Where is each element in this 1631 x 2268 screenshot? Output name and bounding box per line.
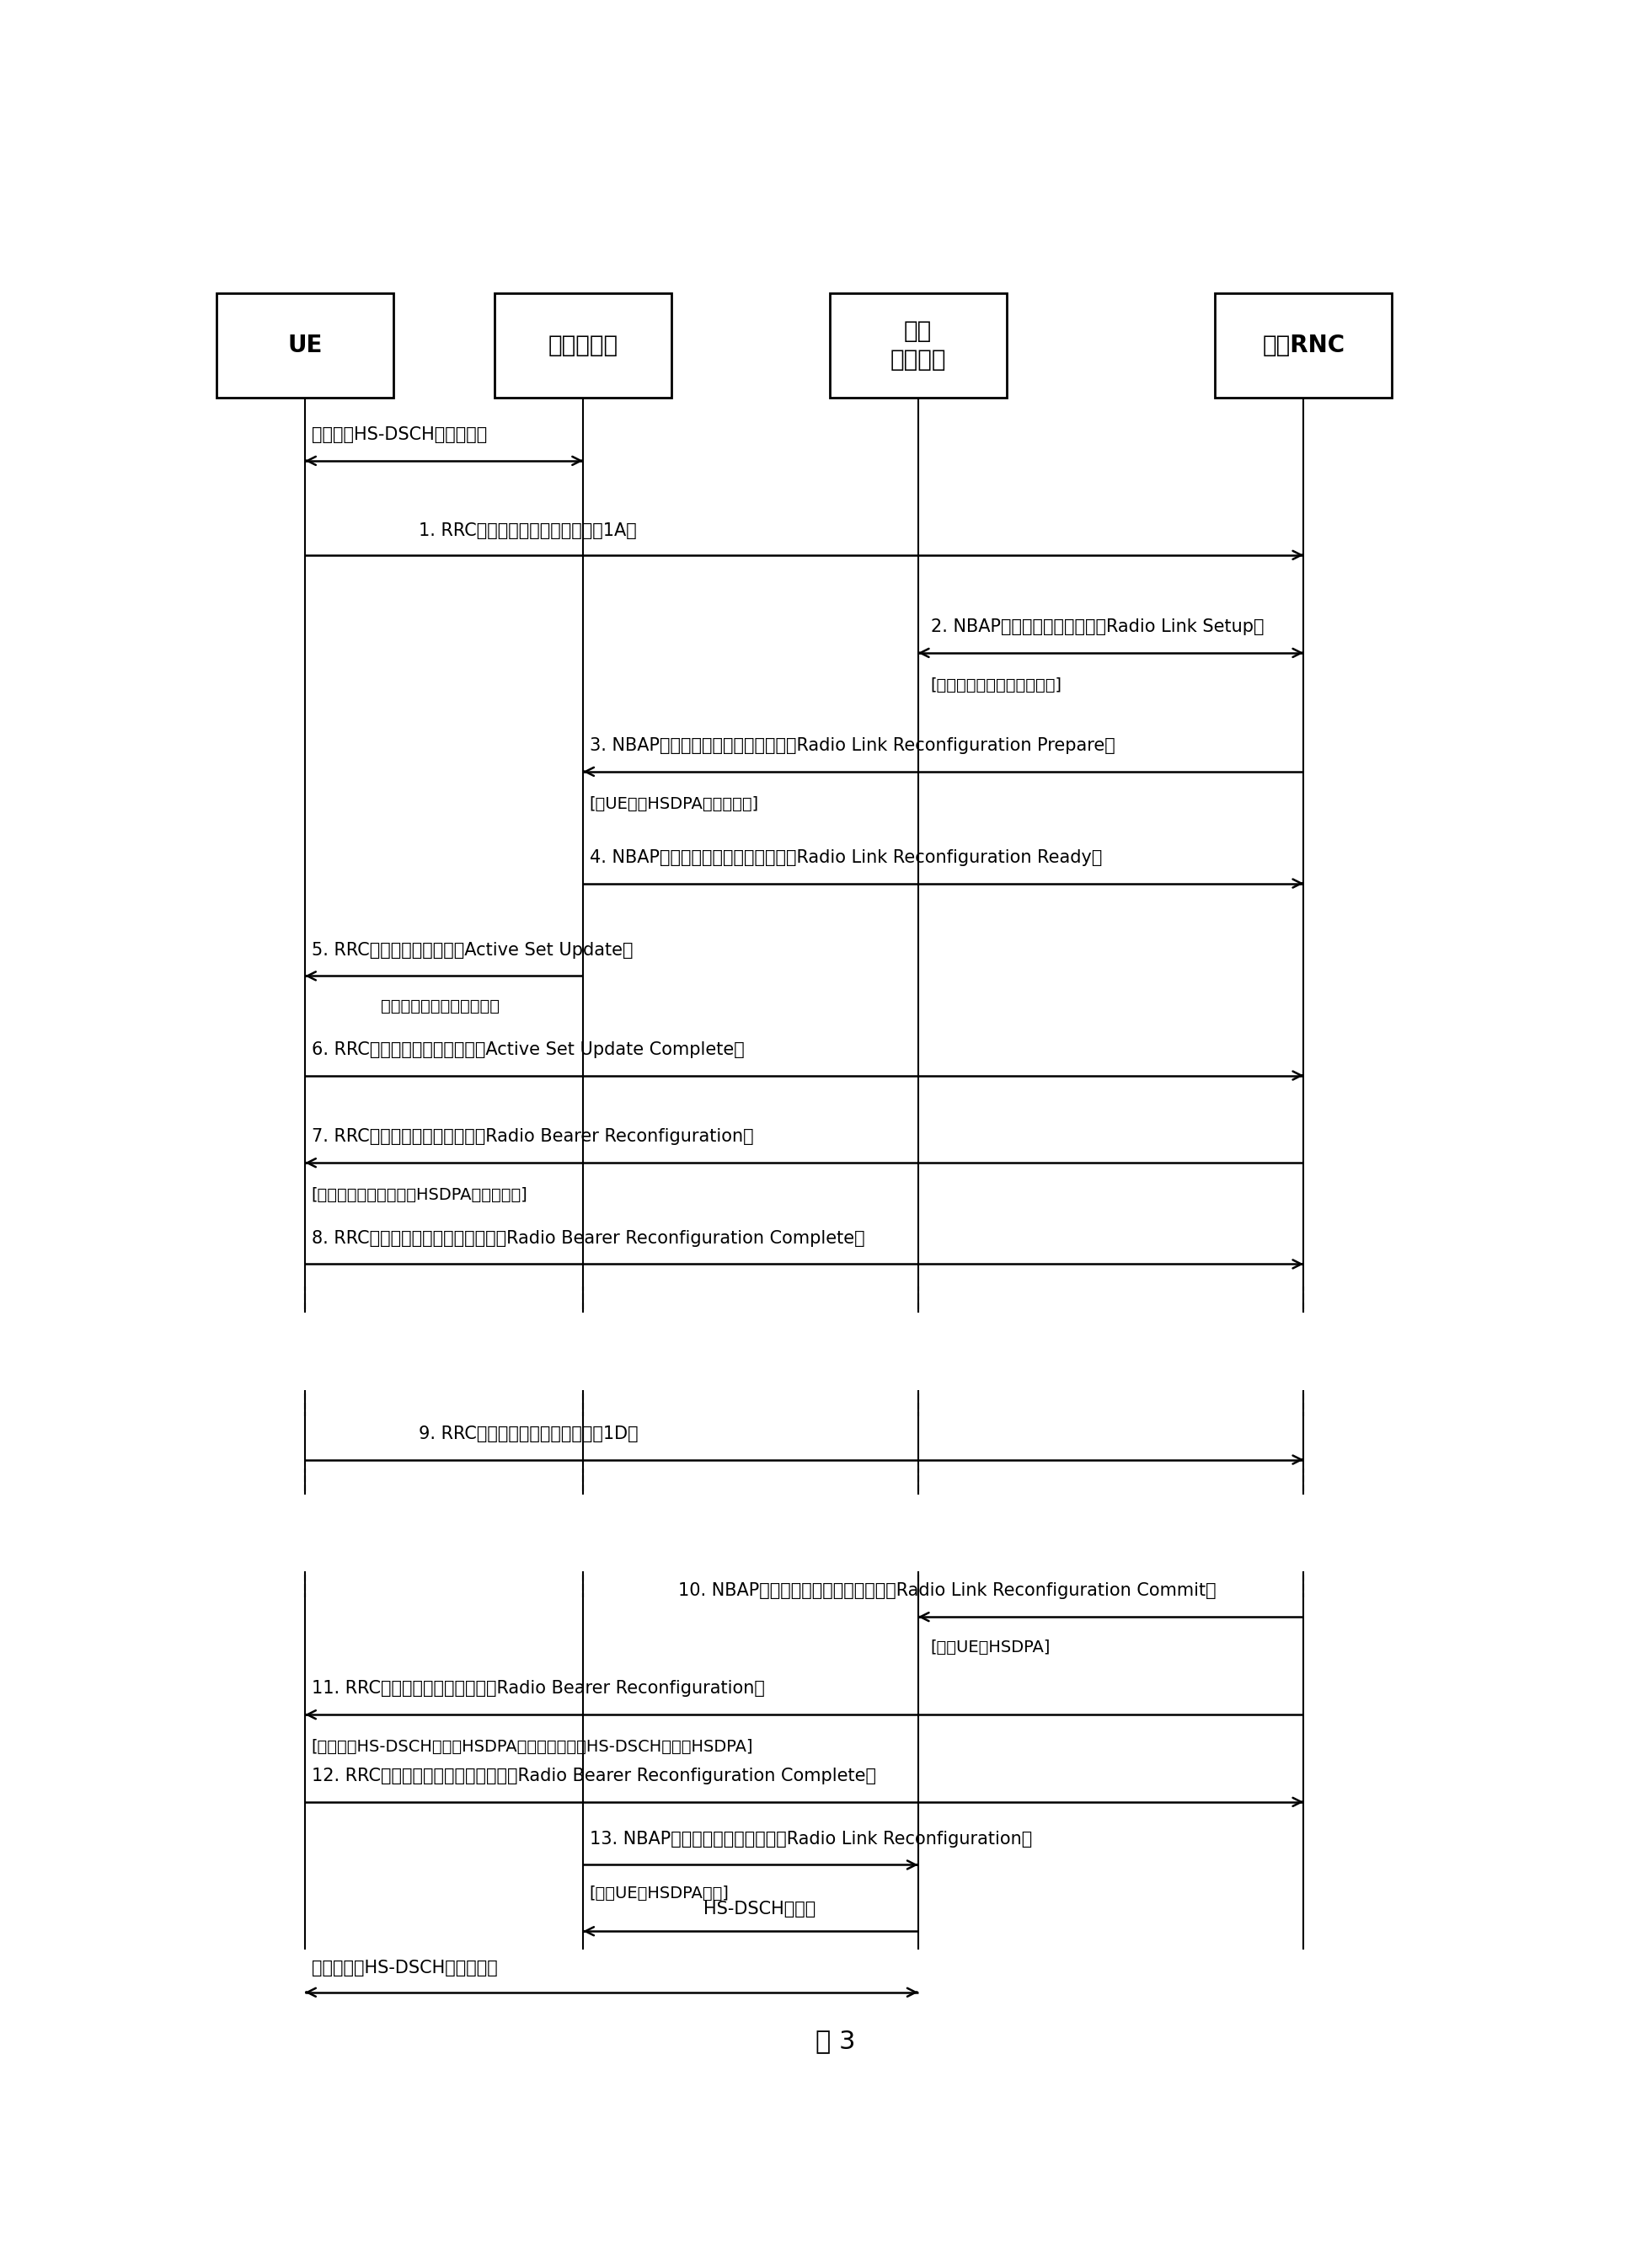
Text: 3. NBAP信令：无线链路重配置准备（Radio Link Reconfiguration Prepare）: 3. NBAP信令：无线链路重配置准备（Radio Link Reconfigu… — [589, 737, 1116, 755]
Bar — [1297, 1313, 1311, 1390]
Text: 10. NBAP信令：无线链路重配置提交（Radio Link Reconfiguration Commit）: 10. NBAP信令：无线链路重配置提交（Radio Link Reconfig… — [678, 1583, 1215, 1599]
Text: [删除UE的HSDPA信息]: [删除UE的HSDPA信息] — [589, 1885, 729, 1903]
Bar — [576, 1313, 590, 1390]
Text: 1. RRC信令：测量报告（测量事件1A）: 1. RRC信令：测量报告（测量事件1A） — [419, 522, 636, 540]
Bar — [297, 1313, 313, 1390]
Text: 13. NBAP信令：无线链路重配置（Radio Link Reconfiguration）: 13. NBAP信令：无线链路重配置（Radio Link Reconfigur… — [589, 1830, 1032, 1848]
Text: [增加新的专用信道无线链路]: [增加新的专用信道无线链路] — [931, 678, 1062, 694]
Bar — [217, 293, 393, 397]
Text: 在目标小区HS-DSCH上传输数据: 在目标小区HS-DSCH上传输数据 — [312, 1960, 497, 1978]
Text: 6. RRC信令：激活集更新完成（Active Set Update Complete）: 6. RRC信令：激活集更新完成（Active Set Update Compl… — [312, 1041, 744, 1057]
Text: 7. RRC信令：无线承载重配置（Radio Bearer Reconfiguration）: 7. RRC信令：无线承载重配置（Radio Bearer Reconfigur… — [312, 1129, 754, 1145]
Bar — [494, 293, 672, 397]
Text: 增加新的专用信道无线链路: 增加新的专用信道无线链路 — [382, 998, 499, 1014]
Text: 8. RRC信令：无线承载重配置完成（Radio Bearer Reconfiguration Complete）: 8. RRC信令：无线承载重配置完成（Radio Bearer Reconfig… — [312, 1229, 864, 1247]
Text: 4. NBAP信令：无线链路重配置就绪（Radio Link Reconfiguration Ready）: 4. NBAP信令：无线链路重配置就绪（Radio Link Reconfigu… — [589, 848, 1103, 866]
Text: [预配置目标小区基站的HSDPA，但不激活]: [预配置目标小区基站的HSDPA，但不激活] — [312, 1186, 527, 1204]
Bar — [910, 1495, 926, 1572]
Text: UE: UE — [287, 333, 323, 358]
Text: 图 3: 图 3 — [816, 2030, 856, 2053]
Text: [为UE配置HSDPA，但不激活]: [为UE配置HSDPA，但不激活] — [589, 796, 758, 812]
Bar — [910, 1313, 926, 1390]
Text: 目标
小区基站: 目标 小区基站 — [891, 320, 946, 372]
Text: 9. RRC信令：测量报告（测量事件1D）: 9. RRC信令：测量报告（测量事件1D） — [419, 1424, 638, 1442]
Text: 5. RRC信令：激活集更新（Active Set Update）: 5. RRC信令：激活集更新（Active Set Update） — [312, 941, 633, 959]
Text: HS-DSCH帧协议: HS-DSCH帧协议 — [703, 1901, 816, 1916]
Text: 源小区基站: 源小区基站 — [548, 333, 618, 358]
Text: 2. NBAP信令：无线链路建立（Radio Link Setup）: 2. NBAP信令：无线链路建立（Radio Link Setup） — [931, 619, 1264, 635]
Bar — [1215, 293, 1393, 397]
Text: [激活目标HS-DSCH小区的HSDPA，同时去激活源HS-DSCH小区的HSDPA]: [激活目标HS-DSCH小区的HSDPA，同时去激活源HS-DSCH小区的HSD… — [312, 1740, 754, 1755]
Text: 服务RNC: 服务RNC — [1262, 333, 1346, 358]
Text: 在源小区HS-DSCH上传输数据: 在源小区HS-DSCH上传输数据 — [312, 426, 486, 442]
Bar — [830, 293, 1006, 397]
Bar — [576, 1495, 590, 1572]
Text: 11. RRC信令：无线承载重配置（Radio Bearer Reconfiguration）: 11. RRC信令：无线承载重配置（Radio Bearer Reconfigu… — [312, 1681, 765, 1696]
Text: [激活UE的HSDPA]: [激活UE的HSDPA] — [931, 1640, 1050, 1656]
Bar — [297, 1495, 313, 1572]
Text: 12. RRC信令：无线承载重配置完成（Radio Bearer Reconfiguration Complete）: 12. RRC信令：无线承载重配置完成（Radio Bearer Reconfi… — [312, 1767, 876, 1785]
Bar — [1297, 1495, 1311, 1572]
